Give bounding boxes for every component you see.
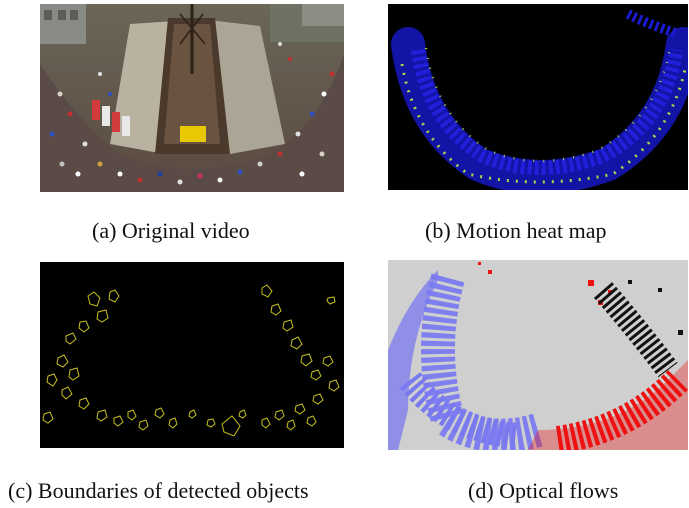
caption-a: (a) Original video xyxy=(92,218,250,243)
panel-original-video xyxy=(40,4,344,192)
panel-boundaries xyxy=(40,262,344,448)
caption-b: (b) Motion heat map xyxy=(425,218,607,243)
caption-c: (c) Boundaries of detected objects xyxy=(8,478,309,503)
original-video-image xyxy=(40,4,344,192)
optical-flows-image xyxy=(388,260,688,450)
boundaries-image xyxy=(40,262,344,448)
motion-heat-map-image xyxy=(388,4,688,190)
caption-d: (d) Optical flows xyxy=(468,478,619,503)
panel-motion-heat-map xyxy=(388,4,688,190)
panel-optical-flows xyxy=(388,260,688,450)
